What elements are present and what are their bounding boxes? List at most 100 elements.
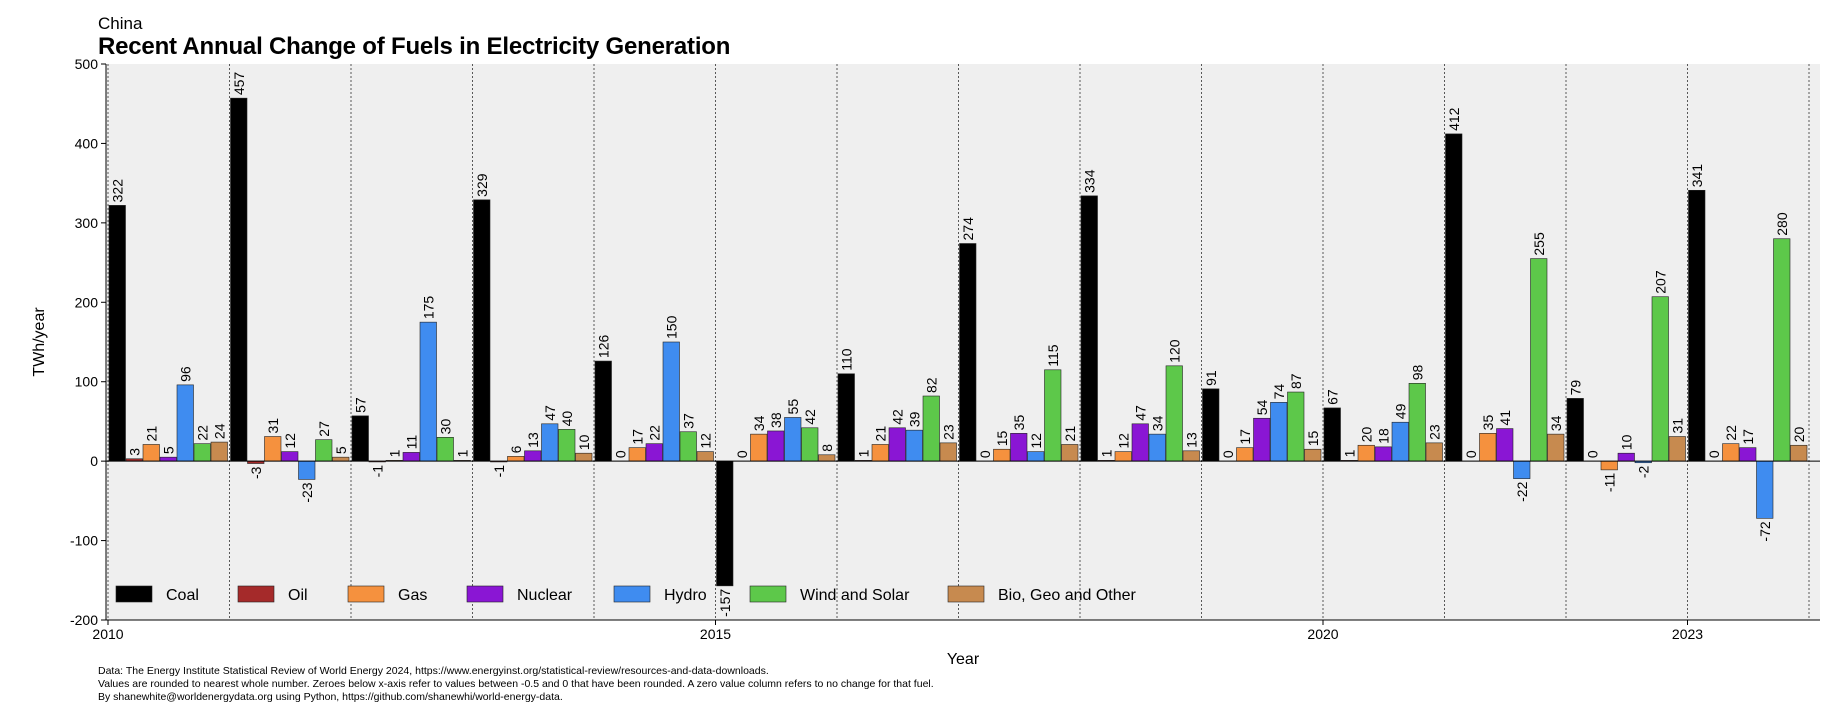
bar bbox=[594, 360, 612, 462]
bar bbox=[784, 417, 802, 462]
legend-swatch bbox=[347, 585, 385, 603]
bar bbox=[1044, 369, 1062, 462]
bar bbox=[922, 395, 940, 462]
bar bbox=[1425, 442, 1443, 462]
bar-value-label: -157 bbox=[717, 589, 733, 617]
bar-value-label: 412 bbox=[1446, 107, 1462, 131]
bar-value-label: 23 bbox=[940, 424, 956, 440]
legend-swatch bbox=[115, 585, 153, 603]
bar bbox=[767, 430, 785, 462]
x-tick-label: 2015 bbox=[700, 626, 731, 642]
bar-value-label: 35 bbox=[1011, 415, 1027, 431]
bar-value-label: -72 bbox=[1757, 521, 1773, 541]
legend-label: Nuclear bbox=[517, 587, 573, 604]
y-tick-label: 0 bbox=[90, 453, 98, 469]
bar-value-label: 42 bbox=[802, 409, 818, 425]
bar bbox=[1236, 447, 1254, 462]
bar bbox=[645, 443, 663, 462]
bar bbox=[1722, 443, 1740, 462]
bar bbox=[108, 205, 126, 462]
bar-value-label: 6 bbox=[508, 445, 524, 453]
y-tick-label: 100 bbox=[75, 374, 99, 390]
bar-value-label: 1 bbox=[1341, 449, 1357, 457]
bar bbox=[264, 436, 282, 462]
bar-value-label: 334 bbox=[1081, 169, 1097, 193]
bar-value-label: 31 bbox=[1669, 418, 1685, 434]
bar-value-label: 280 bbox=[1774, 212, 1790, 236]
y-tick-label: 500 bbox=[75, 56, 99, 72]
bar bbox=[1445, 133, 1463, 462]
bar bbox=[193, 443, 211, 462]
bar-value-label: 34 bbox=[1149, 415, 1165, 431]
bar-value-label: 91 bbox=[1203, 370, 1219, 386]
bar-value-label: 255 bbox=[1531, 232, 1547, 256]
bar-value-label: 0 bbox=[1220, 450, 1236, 458]
bar bbox=[939, 442, 957, 462]
y-axis: -200 -100 0 100 200 300 400 500 bbox=[70, 56, 107, 628]
bar bbox=[1739, 447, 1757, 462]
y-tick-label: 200 bbox=[75, 294, 99, 310]
x-tick-label: 2023 bbox=[1672, 626, 1703, 642]
bar-value-label: 12 bbox=[697, 433, 713, 449]
bar-value-label: 35 bbox=[1480, 415, 1496, 431]
bar-value-label: 1 bbox=[855, 449, 871, 457]
bar bbox=[1114, 451, 1132, 462]
bar bbox=[1668, 436, 1686, 462]
bar bbox=[662, 341, 680, 462]
bar bbox=[436, 437, 454, 462]
bar bbox=[1688, 189, 1706, 462]
bar-value-label: 0 bbox=[977, 450, 993, 458]
bar-value-label: 49 bbox=[1392, 403, 1408, 419]
bar-value-label: 12 bbox=[1115, 433, 1131, 449]
bar bbox=[888, 427, 906, 462]
bar bbox=[1027, 451, 1045, 462]
bar bbox=[1270, 402, 1288, 462]
bar-value-label: 207 bbox=[1652, 270, 1668, 294]
bar-value-label: -23 bbox=[299, 482, 315, 502]
bar bbox=[750, 433, 768, 462]
bar bbox=[351, 415, 369, 462]
bar-value-label: 13 bbox=[1183, 432, 1199, 448]
y-tick-label: 400 bbox=[75, 135, 99, 151]
footnote-author: By shanewhite@worldenergydata.org using … bbox=[98, 691, 563, 703]
bars bbox=[108, 97, 1808, 587]
y-tick-label: -200 bbox=[70, 612, 98, 628]
bar bbox=[993, 448, 1011, 462]
bar bbox=[801, 427, 819, 462]
bar-value-label: 21 bbox=[143, 426, 159, 442]
bar-value-label: 126 bbox=[595, 334, 611, 358]
bar-value-label: 17 bbox=[629, 429, 645, 445]
bar-value-label: 0 bbox=[612, 450, 628, 458]
bar bbox=[1323, 407, 1341, 462]
bar bbox=[281, 451, 299, 462]
bar-value-label: 34 bbox=[1548, 415, 1564, 431]
bar-value-label: 12 bbox=[282, 433, 298, 449]
bar-value-label: -22 bbox=[1514, 481, 1530, 501]
bar-value-label: 54 bbox=[1254, 399, 1270, 415]
bar bbox=[871, 444, 889, 462]
legend-label: Coal bbox=[166, 587, 199, 604]
bar-value-label: -1 bbox=[491, 465, 507, 478]
legend-swatch bbox=[466, 585, 504, 603]
bar bbox=[1010, 433, 1028, 462]
bar-value-label: 20 bbox=[1791, 426, 1807, 442]
bar-value-label: -3 bbox=[248, 466, 264, 479]
bar bbox=[1547, 433, 1565, 462]
bar bbox=[1566, 398, 1584, 462]
bar-value-label: 15 bbox=[1305, 430, 1321, 446]
legend-label: Hydro bbox=[664, 587, 707, 604]
bar bbox=[419, 321, 437, 462]
bar-value-label: 74 bbox=[1271, 384, 1287, 400]
bar-value-label: 1 bbox=[454, 449, 470, 457]
bar bbox=[575, 452, 593, 462]
bar bbox=[524, 450, 542, 462]
bar-value-label: 0 bbox=[1463, 450, 1479, 458]
bar-value-label: 34 bbox=[751, 415, 767, 431]
bar bbox=[628, 447, 646, 462]
bar bbox=[1408, 383, 1426, 462]
y-tick-label: -100 bbox=[70, 533, 98, 549]
bar bbox=[1148, 433, 1166, 462]
bar-value-label: 17 bbox=[1740, 429, 1756, 445]
bar bbox=[905, 429, 923, 462]
bar bbox=[1374, 446, 1392, 462]
